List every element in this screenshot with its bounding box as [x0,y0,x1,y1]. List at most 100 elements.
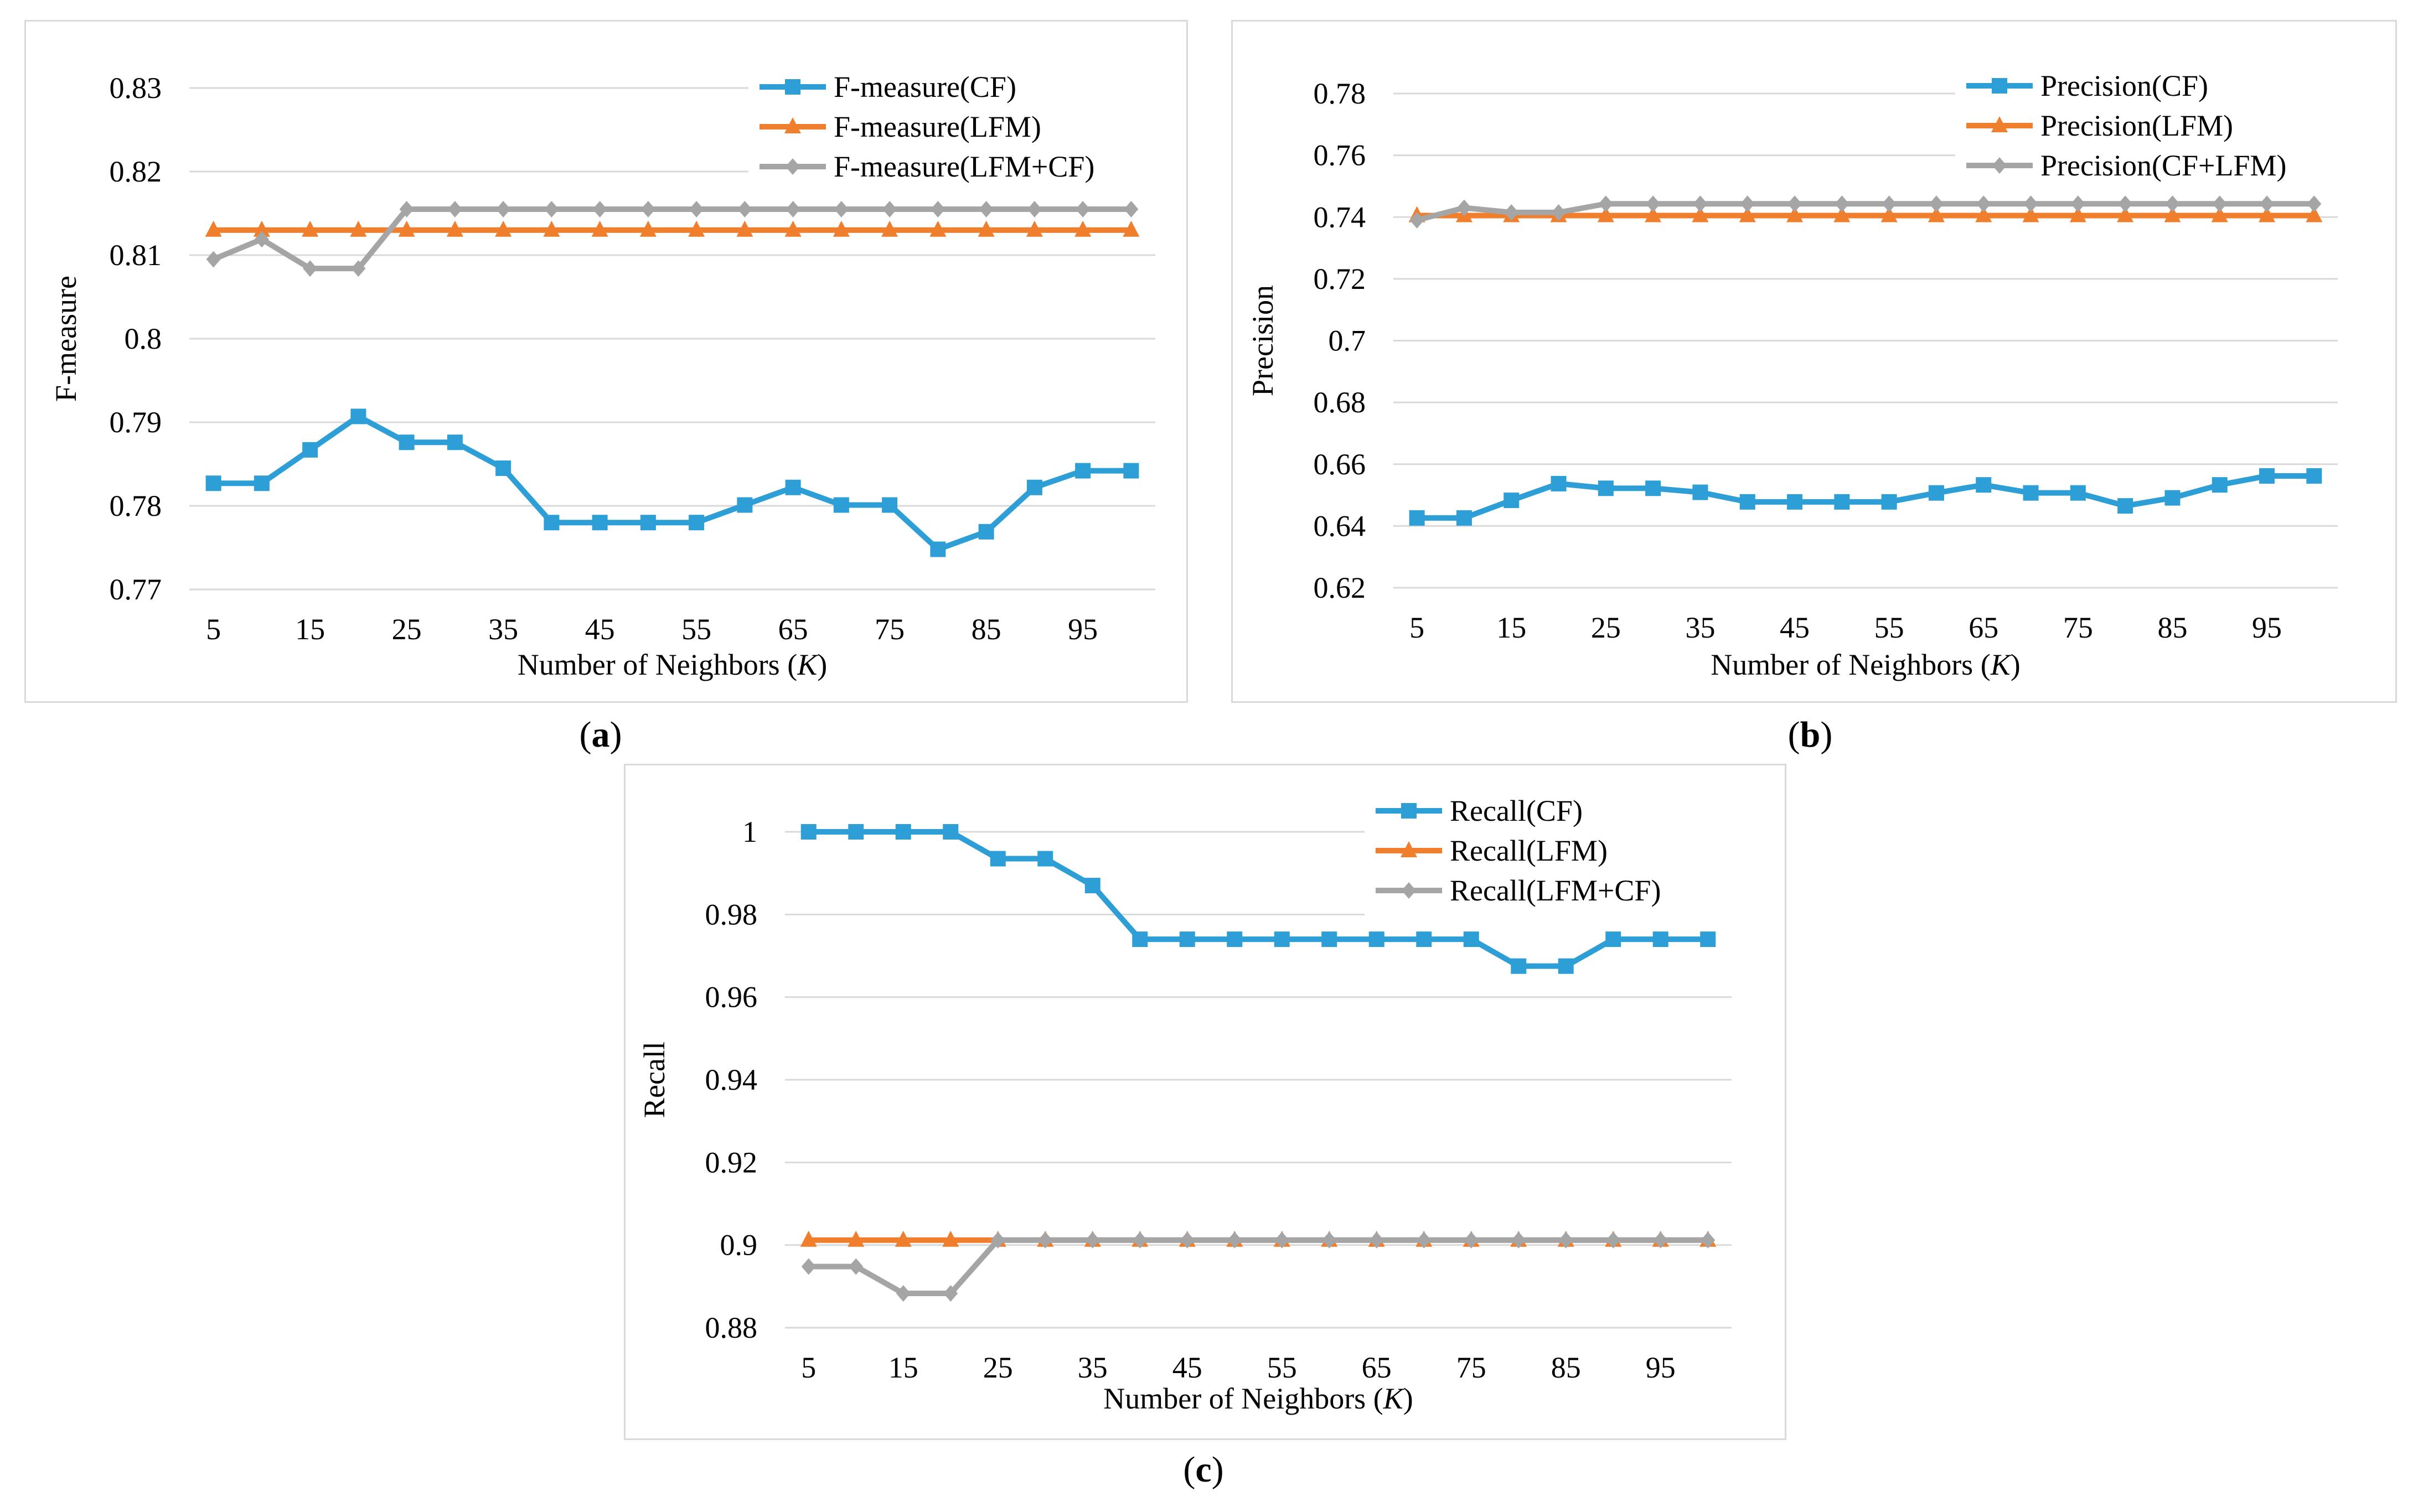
chart-panel-a: 0.77 0.78 0.79 0.8 0.81 0.82 0.83 5 15 25 35 45 55 65… [24,20,1188,703]
data-point [1274,1231,1289,1249]
data-point [1417,1231,1432,1249]
data-point [1787,494,1803,510]
data-point [1605,931,1621,947]
x-axis-label: Number of Neighbors (K) [1103,1382,1413,1415]
data-point [2023,195,2038,213]
data-point [688,220,705,237]
data-point [1464,1231,1479,1249]
legend-label: Precision(LFM) [2040,109,2233,142]
data-point [2164,206,2181,222]
y-tick-label: 0.83 [110,71,162,105]
data-point [1551,475,1567,491]
data-point [592,515,608,531]
data-point [1558,958,1574,974]
x-tick-label: 65 [778,613,808,646]
legend-label: F-measure(LFM) [834,110,1041,143]
x-tick-label: 55 [1267,1351,1297,1384]
data-point [942,1230,959,1247]
data-point [2070,485,2086,501]
data-point [736,220,753,237]
data-point [1692,206,1709,222]
data-point [1227,931,1243,947]
data-point [1835,195,1849,213]
data-point [1882,195,1897,213]
data-point [2117,498,2133,514]
legend-label: Recall(LFM) [1450,834,1608,867]
data-point [978,220,995,237]
data-point [1076,200,1091,218]
data-point [2118,195,2133,213]
data-point [1975,206,1992,222]
series-line [808,1237,1708,1297]
data-point [990,851,1006,867]
data-point [254,475,270,491]
x-tick-label: 95 [1646,1351,1676,1384]
data-point [800,1230,817,1247]
y-tick-label: 0.96 [705,981,758,1014]
data-point [447,200,462,218]
data-point [1881,494,1897,510]
x-tick-label: 85 [972,613,1001,646]
x-tick-label: 15 [888,1351,918,1384]
data-point [785,479,801,495]
data-point [990,1231,1005,1249]
x-tick-label: 85 [2157,611,2187,644]
x-tick-label: 25 [392,613,422,646]
data-point [1456,199,1471,216]
legend-label: Precision(CF+LFM) [2040,149,2286,182]
data-point [544,515,560,531]
chart-a-svg: 0.77 0.78 0.79 0.8 0.81 0.82 0.83 5 15 25 35 45 55 65… [49,65,1158,681]
x-tick-label: 45 [585,613,615,646]
data-point [689,515,705,531]
data-point [205,220,222,237]
data-point [1645,480,1661,496]
data-point [254,231,269,248]
data-point [1652,931,1668,947]
data-point [1511,958,1527,974]
x-axis-label: Number of Neighbors (K) [518,648,827,681]
x-tick-label: 75 [1456,1351,1486,1384]
data-point [1739,494,1755,510]
x-tick-label: 65 [1968,611,1998,644]
x-tick-label: 75 [875,613,905,646]
series-line [1417,473,2314,521]
data-point [1787,195,1802,213]
x-tick-label: 95 [2252,611,2282,644]
data-point [1693,195,1708,213]
series-line [1416,201,2314,223]
data-point [1976,477,1992,493]
data-point [1409,211,1424,229]
y-tick-label: 0.68 [1314,386,1366,419]
data-point [1504,204,1519,221]
y-tick-label: 0.64 [1314,509,1366,542]
data-point [1416,931,1432,947]
data-point [800,824,817,840]
data-point [591,220,608,237]
legend: F-measure(CF) F-measure(LFM) F-measure(LFM… [748,65,1158,195]
chart-b-svg: 0.62 0.64 0.66 0.68 0.7 0.72 0.74 0.76 0.78 5 15 25… [1246,64,2365,681]
data-point [350,408,366,424]
x-tick-label: 5 [801,1351,816,1384]
data-point [1929,195,1944,213]
y-tick-label: 0.88 [705,1311,758,1344]
x-tick-label: 5 [1409,611,1424,644]
data-point [1833,206,1851,222]
data-point [1123,220,1140,237]
legend-label: F-measure(LFM+CF) [834,150,1094,183]
legend-marker [1401,841,1417,857]
y-tick-label: 0.7 [1329,324,1366,358]
data-point [2069,206,2086,222]
data-point [1274,931,1290,947]
data-point [2117,206,2134,222]
y-tick-label: 0.62 [1314,571,1366,604]
data-point [1504,493,1520,509]
data-point [1645,206,1662,222]
x-tick-label: 85 [1551,1351,1581,1384]
data-point [1463,931,1479,947]
y-tick-label: 0.79 [110,406,162,439]
data-point [1133,1231,1148,1249]
legend-marker [1992,78,2007,94]
x-tick-label: 35 [488,613,518,646]
data-point [849,1258,864,1275]
data-point [833,497,849,513]
